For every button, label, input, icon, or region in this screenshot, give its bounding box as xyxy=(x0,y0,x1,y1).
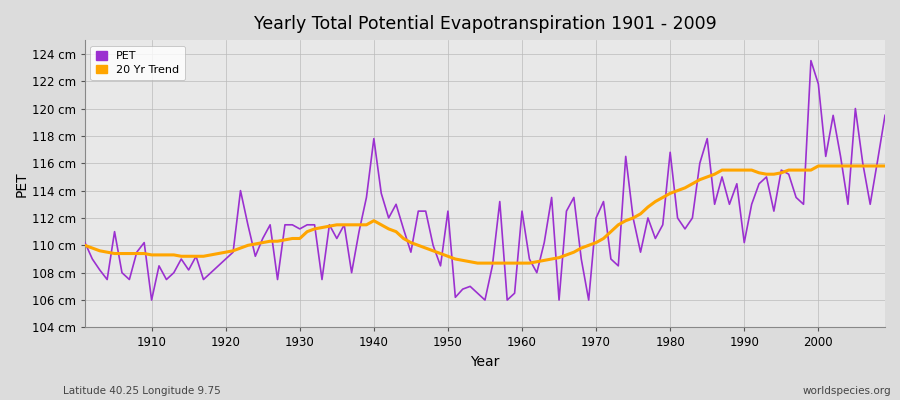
Text: worldspecies.org: worldspecies.org xyxy=(803,386,891,396)
Text: Latitude 40.25 Longitude 9.75: Latitude 40.25 Longitude 9.75 xyxy=(63,386,220,396)
X-axis label: Year: Year xyxy=(471,355,500,369)
Y-axis label: PET: PET xyxy=(15,171,29,196)
Title: Yearly Total Potential Evapotranspiration 1901 - 2009: Yearly Total Potential Evapotranspiratio… xyxy=(254,15,716,33)
Legend: PET, 20 Yr Trend: PET, 20 Yr Trend xyxy=(91,46,184,80)
